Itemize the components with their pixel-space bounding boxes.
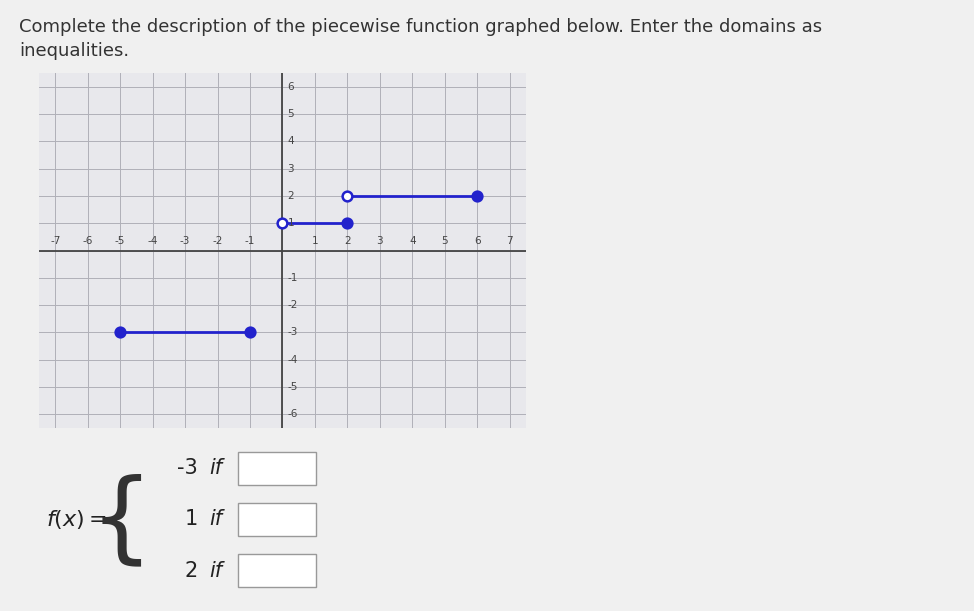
Text: 5: 5: [287, 109, 294, 119]
Text: -1: -1: [287, 273, 298, 283]
Text: -2: -2: [212, 236, 223, 246]
Text: 5: 5: [441, 236, 448, 246]
Text: -2: -2: [287, 300, 298, 310]
Text: 6: 6: [287, 82, 294, 92]
Text: 1: 1: [287, 218, 294, 229]
FancyBboxPatch shape: [239, 452, 316, 485]
Text: -6: -6: [287, 409, 298, 419]
Text: 2: 2: [344, 236, 351, 246]
Text: 6: 6: [474, 236, 480, 246]
Text: -3: -3: [177, 458, 199, 478]
Text: if: if: [209, 561, 222, 580]
Text: -3: -3: [180, 236, 190, 246]
Text: 1: 1: [185, 510, 199, 529]
Text: 2: 2: [185, 561, 199, 580]
Text: $\{$: $\{$: [89, 475, 141, 571]
FancyBboxPatch shape: [239, 503, 316, 536]
Text: -5: -5: [115, 236, 126, 246]
Text: -7: -7: [50, 236, 60, 246]
Text: 7: 7: [506, 236, 513, 246]
Text: if: if: [209, 458, 222, 478]
Text: 1: 1: [312, 236, 318, 246]
Text: if: if: [209, 510, 222, 529]
FancyBboxPatch shape: [239, 554, 316, 587]
Text: Complete the description of the piecewise function graphed below. Enter the doma: Complete the description of the piecewis…: [19, 18, 823, 60]
Text: 4: 4: [409, 236, 416, 246]
Text: -4: -4: [147, 236, 158, 246]
Text: 4: 4: [287, 136, 294, 147]
Text: -1: -1: [244, 236, 255, 246]
Text: 2: 2: [287, 191, 294, 201]
Text: -4: -4: [287, 354, 298, 365]
Text: -6: -6: [83, 236, 93, 246]
Text: -5: -5: [287, 382, 298, 392]
Text: $f(x) =$: $f(x) =$: [46, 508, 107, 531]
Text: -3: -3: [287, 327, 298, 337]
Text: 3: 3: [287, 164, 294, 174]
Text: 3: 3: [377, 236, 383, 246]
